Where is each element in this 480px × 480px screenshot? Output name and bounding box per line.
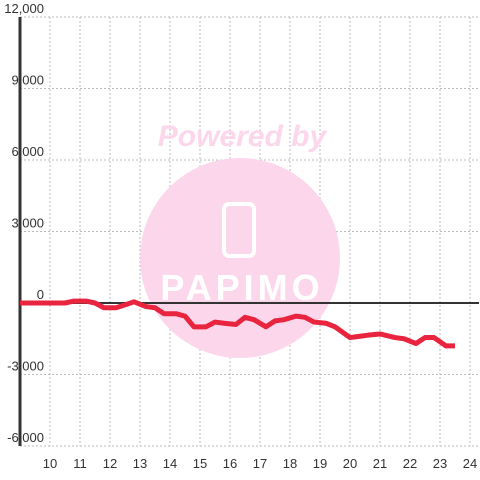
watermark: Powered by PAPIMO — [140, 120, 340, 358]
x-tick-label: 20 — [343, 456, 357, 471]
x-tick-label: 24 — [463, 456, 477, 471]
x-tick-label: 23 — [433, 456, 447, 471]
y-tick-label: 0 — [37, 287, 44, 302]
y-tick-label: 12,000 — [4, 1, 44, 16]
x-tick-label: 13 — [133, 456, 147, 471]
watermark-icon — [222, 202, 256, 258]
watermark-text: Powered by — [158, 120, 328, 153]
x-tick-label: 14 — [163, 456, 177, 471]
x-tick-label: 16 — [223, 456, 237, 471]
y-tick-label: 6,000 — [11, 144, 44, 159]
y-tick-label: 3,000 — [11, 216, 44, 231]
x-tick-label: 10 — [43, 456, 57, 471]
x-tick-label: 19 — [313, 456, 327, 471]
data-line — [20, 298, 455, 349]
grid — [20, 16, 479, 447]
y-tick-label: 9,000 — [11, 73, 44, 88]
x-tick-label: 18 — [283, 456, 297, 471]
watermark-logo: PAPIMO — [160, 267, 323, 308]
y-tick-label: -3,000 — [7, 359, 44, 374]
x-tick-label: 22 — [403, 456, 417, 471]
x-tick-label: 15 — [193, 456, 207, 471]
x-tick-label: 21 — [373, 456, 387, 471]
x-tick-label: 17 — [253, 456, 267, 471]
y-tick-label: -6,000 — [7, 430, 44, 445]
x-tick-label: 11 — [73, 456, 87, 471]
x-tick-label: 12 — [103, 456, 117, 471]
